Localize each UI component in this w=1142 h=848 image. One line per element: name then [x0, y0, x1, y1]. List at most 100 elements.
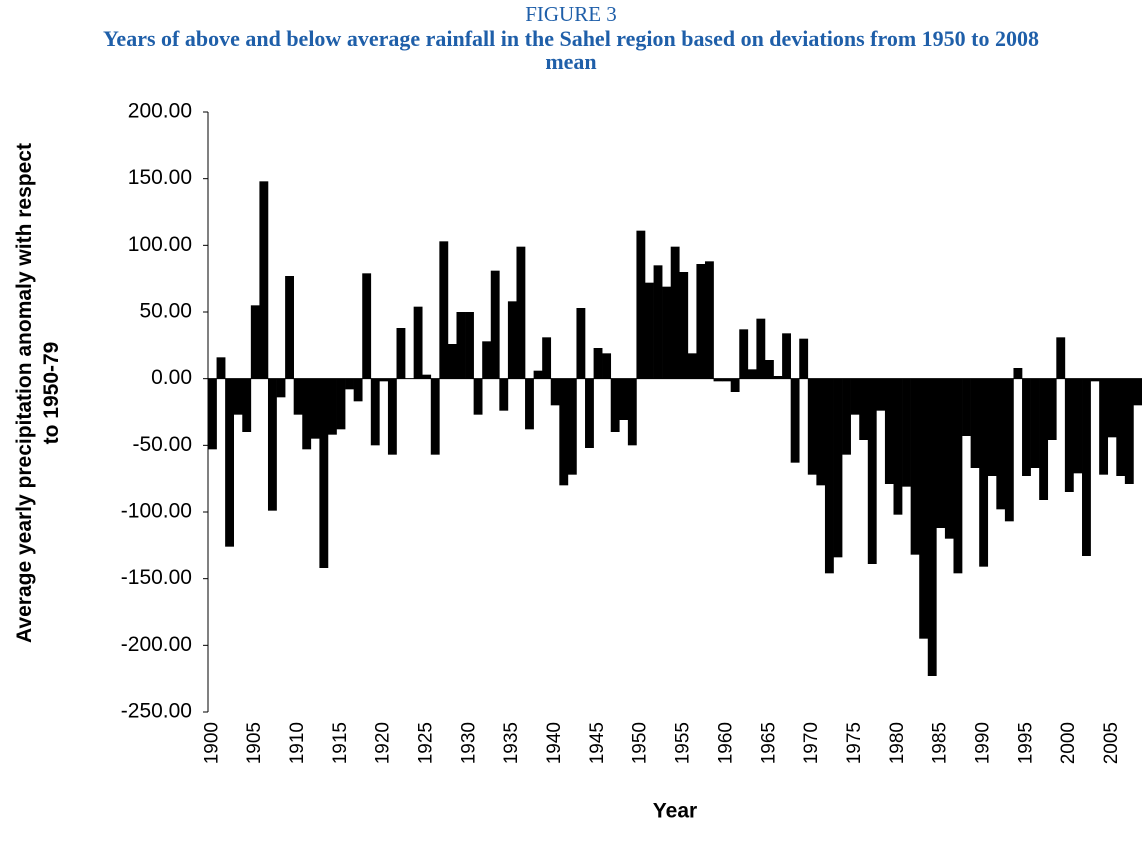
x-tick-label: 1995 [1015, 722, 1036, 764]
x-axis-label: Year [653, 800, 697, 823]
bar [345, 378, 354, 390]
x-tick-label: 1920 [373, 722, 394, 764]
bar [833, 378, 843, 558]
bar [482, 341, 492, 379]
y-tick-label: 150.00 [128, 166, 192, 189]
bar [559, 378, 569, 486]
y-tick-label: -200.00 [121, 633, 192, 656]
bar [439, 241, 449, 379]
bar [1090, 378, 1100, 382]
bar [756, 318, 766, 379]
x-tick-label: 1935 [501, 722, 522, 764]
y-tick-label: -250.00 [121, 700, 192, 723]
bar [747, 369, 757, 379]
bar [653, 265, 663, 379]
bar [1116, 378, 1126, 476]
bar [447, 344, 457, 379]
bar [1124, 378, 1134, 484]
bar [979, 378, 989, 567]
bar [970, 378, 980, 468]
bar [893, 378, 903, 515]
bar [867, 378, 877, 564]
bar [1047, 378, 1057, 440]
bar [902, 378, 911, 487]
bar [267, 378, 277, 511]
bar [816, 378, 826, 486]
bar [859, 378, 869, 440]
x-tick-label: 1990 [972, 722, 993, 764]
bar [525, 378, 534, 430]
bar [336, 378, 346, 430]
bar [602, 353, 612, 379]
x-tick-label: 1905 [244, 722, 265, 764]
bar [542, 337, 552, 379]
y-tick-label: -100.00 [121, 500, 192, 523]
bar [593, 348, 603, 379]
bar [250, 305, 260, 379]
bar [619, 378, 629, 420]
bar [1039, 378, 1049, 500]
bar [319, 378, 329, 568]
bar [876, 378, 886, 411]
bar [722, 378, 731, 382]
bar [987, 378, 997, 476]
figure-label: FIGURE 3 [525, 2, 617, 26]
x-tick-label: 1975 [844, 722, 865, 764]
bar [1056, 337, 1066, 379]
bar [927, 378, 937, 676]
x-tick-label: 1930 [458, 722, 479, 764]
bar [824, 378, 834, 574]
bar [310, 378, 320, 439]
y-tick-label: 200.00 [128, 100, 192, 123]
bar [704, 261, 714, 379]
bar [953, 378, 963, 574]
bar [610, 378, 620, 432]
bar [1082, 378, 1091, 556]
bar [576, 308, 586, 379]
bar [387, 378, 397, 455]
bar [370, 378, 380, 446]
bar [422, 374, 432, 379]
bar [790, 378, 800, 463]
y-tick-label: 100.00 [128, 233, 192, 256]
bar [1022, 378, 1031, 476]
chart-title: Years of above and below average rainfal… [102, 26, 1040, 74]
bar [585, 378, 594, 448]
x-tick-label: 1925 [416, 722, 437, 764]
bar [919, 378, 929, 639]
bar [645, 282, 654, 379]
bar [233, 378, 243, 415]
bar [739, 329, 749, 379]
bar [276, 378, 286, 398]
bar [1064, 378, 1074, 492]
bar [225, 378, 235, 547]
bar [396, 328, 406, 379]
bar [713, 378, 723, 382]
bar [1099, 378, 1109, 475]
bar [1030, 378, 1040, 468]
bar [782, 333, 791, 379]
bar [516, 246, 526, 379]
bar [379, 378, 389, 382]
bar [910, 378, 920, 555]
bar [764, 360, 774, 379]
bar [293, 378, 303, 415]
bar [884, 378, 894, 484]
bar [1004, 378, 1014, 522]
bar [242, 378, 252, 432]
bar [216, 357, 226, 379]
bar [1013, 368, 1023, 379]
x-tick-label: 1960 [715, 722, 736, 764]
x-tick-label: 1985 [930, 722, 951, 764]
bar [944, 378, 954, 539]
bar [1107, 378, 1117, 438]
bar [996, 378, 1006, 510]
bar [507, 301, 517, 379]
bar [285, 276, 294, 379]
x-tick-label: 1940 [544, 722, 565, 764]
bar [413, 306, 423, 379]
bar [302, 378, 312, 450]
bar [353, 378, 363, 402]
